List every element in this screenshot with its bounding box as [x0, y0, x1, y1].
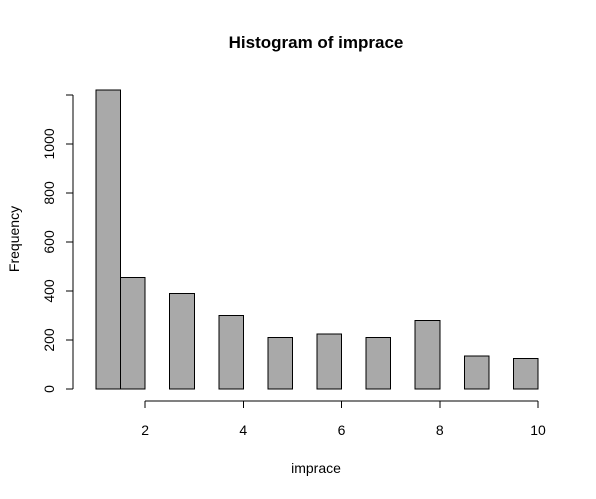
x-tick-label-2: 2: [141, 422, 149, 438]
x-axis-label: imprace: [291, 460, 341, 476]
y-axis-label: Frequency: [6, 206, 22, 272]
x-tick-label-6: 6: [338, 422, 346, 438]
x-tick-label-8: 8: [436, 422, 444, 438]
y-axis: 0 200 400 600 800 1000: [41, 94, 74, 393]
x-axis: 2 4 6 8 10: [141, 400, 546, 438]
y-tick-label-200: 200: [41, 328, 57, 352]
bars-group: [95, 89, 539, 390]
histogram-bar-6: [316, 333, 343, 390]
y-tick-label-400: 400: [41, 279, 57, 303]
histogram-bar-1: [95, 89, 122, 390]
y-tick-label-600: 600: [41, 230, 57, 254]
y-tick-label-0: 0: [41, 385, 57, 393]
histogram-bar-10: [512, 357, 539, 390]
histogram-bar-7: [365, 337, 392, 390]
histogram-bar-4: [218, 315, 244, 390]
histogram-bar-3: [169, 292, 195, 390]
y-tick-label-800: 800: [41, 181, 57, 205]
x-tick-label-10: 10: [530, 422, 546, 438]
chart-title: Histogram of imprace: [229, 33, 404, 52]
histogram-bar-9: [463, 355, 490, 390]
histogram-bar-5: [267, 337, 293, 390]
x-tick-label-4: 4: [239, 422, 247, 438]
histogram-bar-2: [120, 277, 146, 390]
histogram-bar-8: [414, 319, 441, 390]
y-tick-label-1000: 1000: [41, 128, 57, 159]
